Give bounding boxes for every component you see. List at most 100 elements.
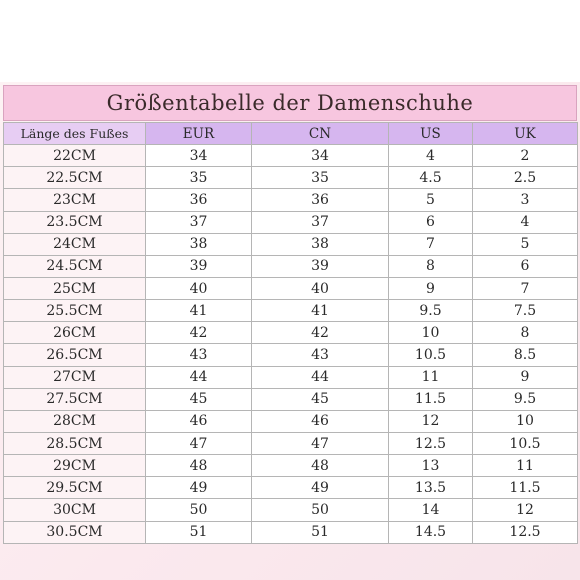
table-row: 23.5CM 37 37 6 4: [3, 210, 578, 234]
cell-eur: 34: [145, 144, 252, 168]
cell-uk: 8.5: [472, 343, 578, 367]
table-row: 29CM 48 48 13 11: [3, 454, 578, 478]
cell-foot-length: 22CM: [3, 144, 146, 168]
cell-cn: 39: [251, 254, 389, 278]
cell-foot-length: 30.5CM: [3, 520, 146, 544]
cell-eur: 36: [145, 188, 252, 212]
cell-uk: 9.5: [472, 387, 578, 411]
cell-cn: 48: [251, 454, 389, 478]
cell-uk: 2.5: [472, 166, 578, 190]
cell-eur: 47: [145, 431, 252, 456]
cell-us: 12: [388, 409, 473, 433]
cell-cn: 40: [251, 276, 389, 301]
cell-cn: 34: [251, 144, 389, 168]
header-row: Länge des Fußes EUR CN US UK: [3, 121, 578, 146]
cell-cn: 49: [251, 476, 389, 500]
cell-foot-length: 23.5CM: [3, 210, 146, 234]
table-body: 22CM 34 34 4 2 22.5CM 35 35 4.5 2.5 23CM 36 36 5 3 23.5…: [3, 144, 578, 544]
cell-cn: 38: [251, 232, 389, 256]
cell-eur: 40: [145, 276, 252, 301]
cell-eur: 51: [145, 520, 252, 544]
cell-foot-length: 27CM: [3, 365, 146, 389]
table-header: Länge des Fußes EUR CN US UK: [3, 121, 578, 146]
cell-us: 14: [388, 498, 473, 522]
cell-foot-length: 29.5CM: [3, 476, 146, 500]
cell-us: 10.5: [388, 343, 473, 367]
cell-foot-length: 26CM: [3, 321, 146, 345]
cell-us: 13: [388, 454, 473, 478]
cell-eur: 42: [145, 321, 252, 345]
cell-foot-length: 28.5CM: [3, 431, 146, 456]
header-cn: CN: [251, 121, 389, 146]
cell-uk: 5: [472, 232, 578, 256]
cell-us: 14.5: [388, 520, 473, 544]
cell-foot-length: 27.5CM: [3, 387, 146, 411]
cell-eur: 45: [145, 387, 252, 411]
table-row: 25.5CM 41 41 9.5 7.5: [3, 299, 578, 323]
cell-uk: 3: [472, 188, 578, 212]
cell-foot-length: 29CM: [3, 454, 146, 478]
cell-uk: 2: [472, 144, 578, 168]
cell-uk: 10.5: [472, 431, 578, 456]
header-eur: EUR: [145, 121, 252, 146]
cell-uk: 7.5: [472, 299, 578, 323]
table-row: 24.5CM 39 39 8 6: [3, 254, 578, 278]
cell-uk: 12: [472, 498, 578, 522]
size-chart-title: Größentabelle der Damenschuhe: [3, 85, 577, 121]
cell-us: 8: [388, 254, 473, 278]
cell-foot-length: 26.5CM: [3, 343, 146, 367]
cell-cn: 44: [251, 365, 389, 389]
table-row: 23CM 36 36 5 3: [3, 188, 578, 212]
cell-us: 11: [388, 365, 473, 389]
cell-foot-length: 24CM: [3, 232, 146, 256]
cell-us: 4: [388, 144, 473, 168]
cell-us: 13.5: [388, 476, 473, 500]
table-row: 29.5CM 49 49 13.5 11.5: [3, 476, 578, 500]
cell-foot-length: 25CM: [3, 276, 146, 301]
cell-eur: 35: [145, 166, 252, 190]
cell-eur: 46: [145, 409, 252, 433]
cell-cn: 46: [251, 409, 389, 433]
table-row: 30CM 50 50 14 12: [3, 498, 578, 522]
cell-uk: 10: [472, 409, 578, 433]
table-row: 28.5CM 47 47 12.5 10.5: [3, 431, 578, 456]
header-foot-length: Länge des Fußes: [3, 121, 146, 146]
cell-cn: 41: [251, 299, 389, 323]
cell-eur: 39: [145, 254, 252, 278]
cell-eur: 49: [145, 476, 252, 500]
table-row: 22.5CM 35 35 4.5 2.5: [3, 166, 578, 190]
cell-eur: 48: [145, 454, 252, 478]
cell-us: 7: [388, 232, 473, 256]
cell-uk: 7: [472, 276, 578, 301]
cell-us: 10: [388, 321, 473, 345]
table-row: 26CM 42 42 10 8: [3, 321, 578, 345]
table-row: 28CM 46 46 12 10: [3, 409, 578, 433]
cell-cn: 43: [251, 343, 389, 367]
cell-uk: 9: [472, 365, 578, 389]
size-chart-table: Länge des Fußes EUR CN US UK 22CM 34 34 4 2 2…: [3, 121, 578, 544]
table-row: 26.5CM 43 43 10.5 8.5: [3, 343, 578, 367]
header-us: US: [388, 121, 473, 146]
cell-cn: 45: [251, 387, 389, 411]
cell-uk: 4: [472, 210, 578, 234]
cell-uk: 12.5: [472, 520, 578, 544]
cell-cn: 51: [251, 520, 389, 544]
cell-foot-length: 24.5CM: [3, 254, 146, 278]
cell-foot-length: 25.5CM: [3, 299, 146, 323]
cell-eur: 43: [145, 343, 252, 367]
cell-foot-length: 22.5CM: [3, 166, 146, 190]
cell-eur: 38: [145, 232, 252, 256]
cell-us: 9.5: [388, 299, 473, 323]
table-row: 22CM 34 34 4 2: [3, 144, 578, 168]
cell-us: 11.5: [388, 387, 473, 411]
cell-us: 12.5: [388, 431, 473, 456]
table-row: 30.5CM 51 51 14.5 12.5: [3, 520, 578, 544]
cell-cn: 35: [251, 166, 389, 190]
cell-uk: 11.5: [472, 476, 578, 500]
table-row: 27.5CM 45 45 11.5 9.5: [3, 387, 578, 411]
cell-eur: 37: [145, 210, 252, 234]
cell-uk: 11: [472, 454, 578, 478]
cell-uk: 6: [472, 254, 578, 278]
cell-eur: 44: [145, 365, 252, 389]
cell-cn: 37: [251, 210, 389, 234]
